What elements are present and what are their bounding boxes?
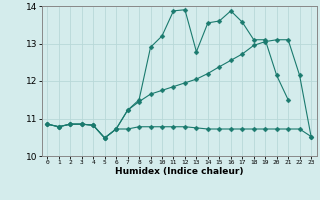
X-axis label: Humidex (Indice chaleur): Humidex (Indice chaleur) <box>115 167 244 176</box>
